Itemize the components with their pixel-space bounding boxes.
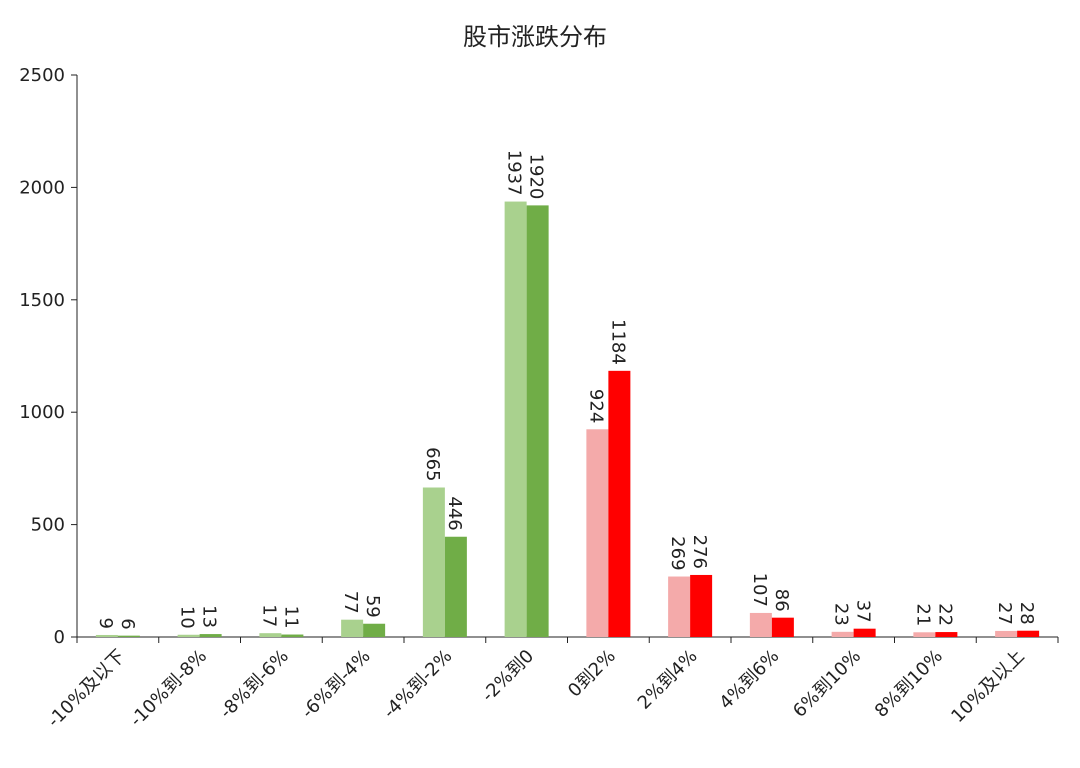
bar-value-label: 28 <box>1016 602 1037 625</box>
x-tick-labels: -10%及以下-10%到-8% -8%到-6% -6%到-4% -4%到-2% -2%到… <box>43 646 1028 732</box>
bar-series2-8 <box>771 617 794 637</box>
bar-series2-6 <box>608 370 631 637</box>
y-tick-label: 2000 <box>19 177 65 198</box>
bar-value-label: 21 <box>912 603 933 626</box>
bar-value-label: 276 <box>689 535 710 569</box>
bar-series1-5 <box>504 201 527 638</box>
bar-value-label: 17 <box>258 604 279 627</box>
x-tick-label: -4%到-2% <box>379 646 456 723</box>
bar-value-label: 665 <box>422 447 443 481</box>
bar-value-label: 924 <box>585 389 606 423</box>
bar-value-label: 13 <box>199 605 220 628</box>
bar-series1-10 <box>913 632 936 637</box>
x-tick-label: 0到2% <box>564 646 620 702</box>
x-tick-label: 10%及以上 <box>947 646 1028 727</box>
bar-series2-5 <box>526 205 549 637</box>
x-tick-label: 4%到6% <box>715 646 783 714</box>
bar-series2-2 <box>281 634 304 637</box>
y-tick-label: 2500 <box>19 65 65 86</box>
x-tick-label: 6%到10% <box>789 646 865 722</box>
bar-series1-2 <box>259 633 282 637</box>
x-tick-label: 8%到10% <box>871 646 947 722</box>
bar-value-label: 1937 <box>504 150 525 196</box>
bar-series1-1 <box>177 634 200 637</box>
x-tick-label: -10%及以下 <box>43 646 129 732</box>
bar-value-label: 6 <box>117 618 138 629</box>
bar-series2-1 <box>199 634 222 637</box>
bar-series1-9 <box>831 631 854 637</box>
bar-series1-0 <box>95 634 118 637</box>
bar-series1-6 <box>586 429 609 637</box>
bar-value-label: 10 <box>177 606 198 629</box>
bar-value-label: 9 <box>95 618 116 629</box>
bar-series2-4 <box>444 536 467 637</box>
bar-value-label: 27 <box>994 602 1015 625</box>
y-tick-label: 1500 <box>19 290 65 311</box>
axes: 0 500 1000 1500 2000 2500 <box>19 65 1059 648</box>
x-tick-label: -2%到0 <box>478 646 538 706</box>
bar-value-label: 1184 <box>607 319 628 365</box>
bar-value-label: 269 <box>667 536 688 570</box>
bar-value-label: 11 <box>280 606 301 629</box>
bar-series1-3 <box>341 619 364 637</box>
bar-value-label: 86 <box>771 589 792 612</box>
bar-value-label: 1920 <box>526 154 547 200</box>
y-tick-label: 0 <box>54 627 65 648</box>
bar-series1-8 <box>749 612 772 637</box>
bar-series2-10 <box>935 632 958 637</box>
bar-series1-11 <box>995 630 1018 637</box>
bar-series2-0 <box>117 635 140 637</box>
bar-value-label: 22 <box>934 603 955 626</box>
x-tick-label: -6%到-4% <box>298 646 375 723</box>
x-tick-label: -10%到-8% <box>126 646 211 731</box>
bar-value-label: 446 <box>444 496 465 530</box>
bars <box>95 201 1040 638</box>
bar-series2-11 <box>1017 630 1040 637</box>
bar-series1-4 <box>422 487 445 637</box>
chart-title: 股市涨跌分布 <box>463 23 607 51</box>
bar-value-label: 37 <box>853 600 874 623</box>
bar-value-label: 23 <box>831 603 852 626</box>
bar-series1-7 <box>668 576 691 637</box>
bar-series2-3 <box>363 623 386 637</box>
bar-value-label: 107 <box>749 573 770 607</box>
bar-series2-9 <box>853 628 876 637</box>
x-tick-label: 2%到4% <box>634 646 702 714</box>
bar-series2-7 <box>690 574 713 637</box>
bar-value-label: 77 <box>340 591 361 614</box>
bar-value-label: 59 <box>362 595 383 618</box>
x-tick-label: -8%到-6% <box>216 646 293 723</box>
y-tick-label: 1000 <box>19 402 65 423</box>
y-tick-label: 500 <box>31 515 65 536</box>
